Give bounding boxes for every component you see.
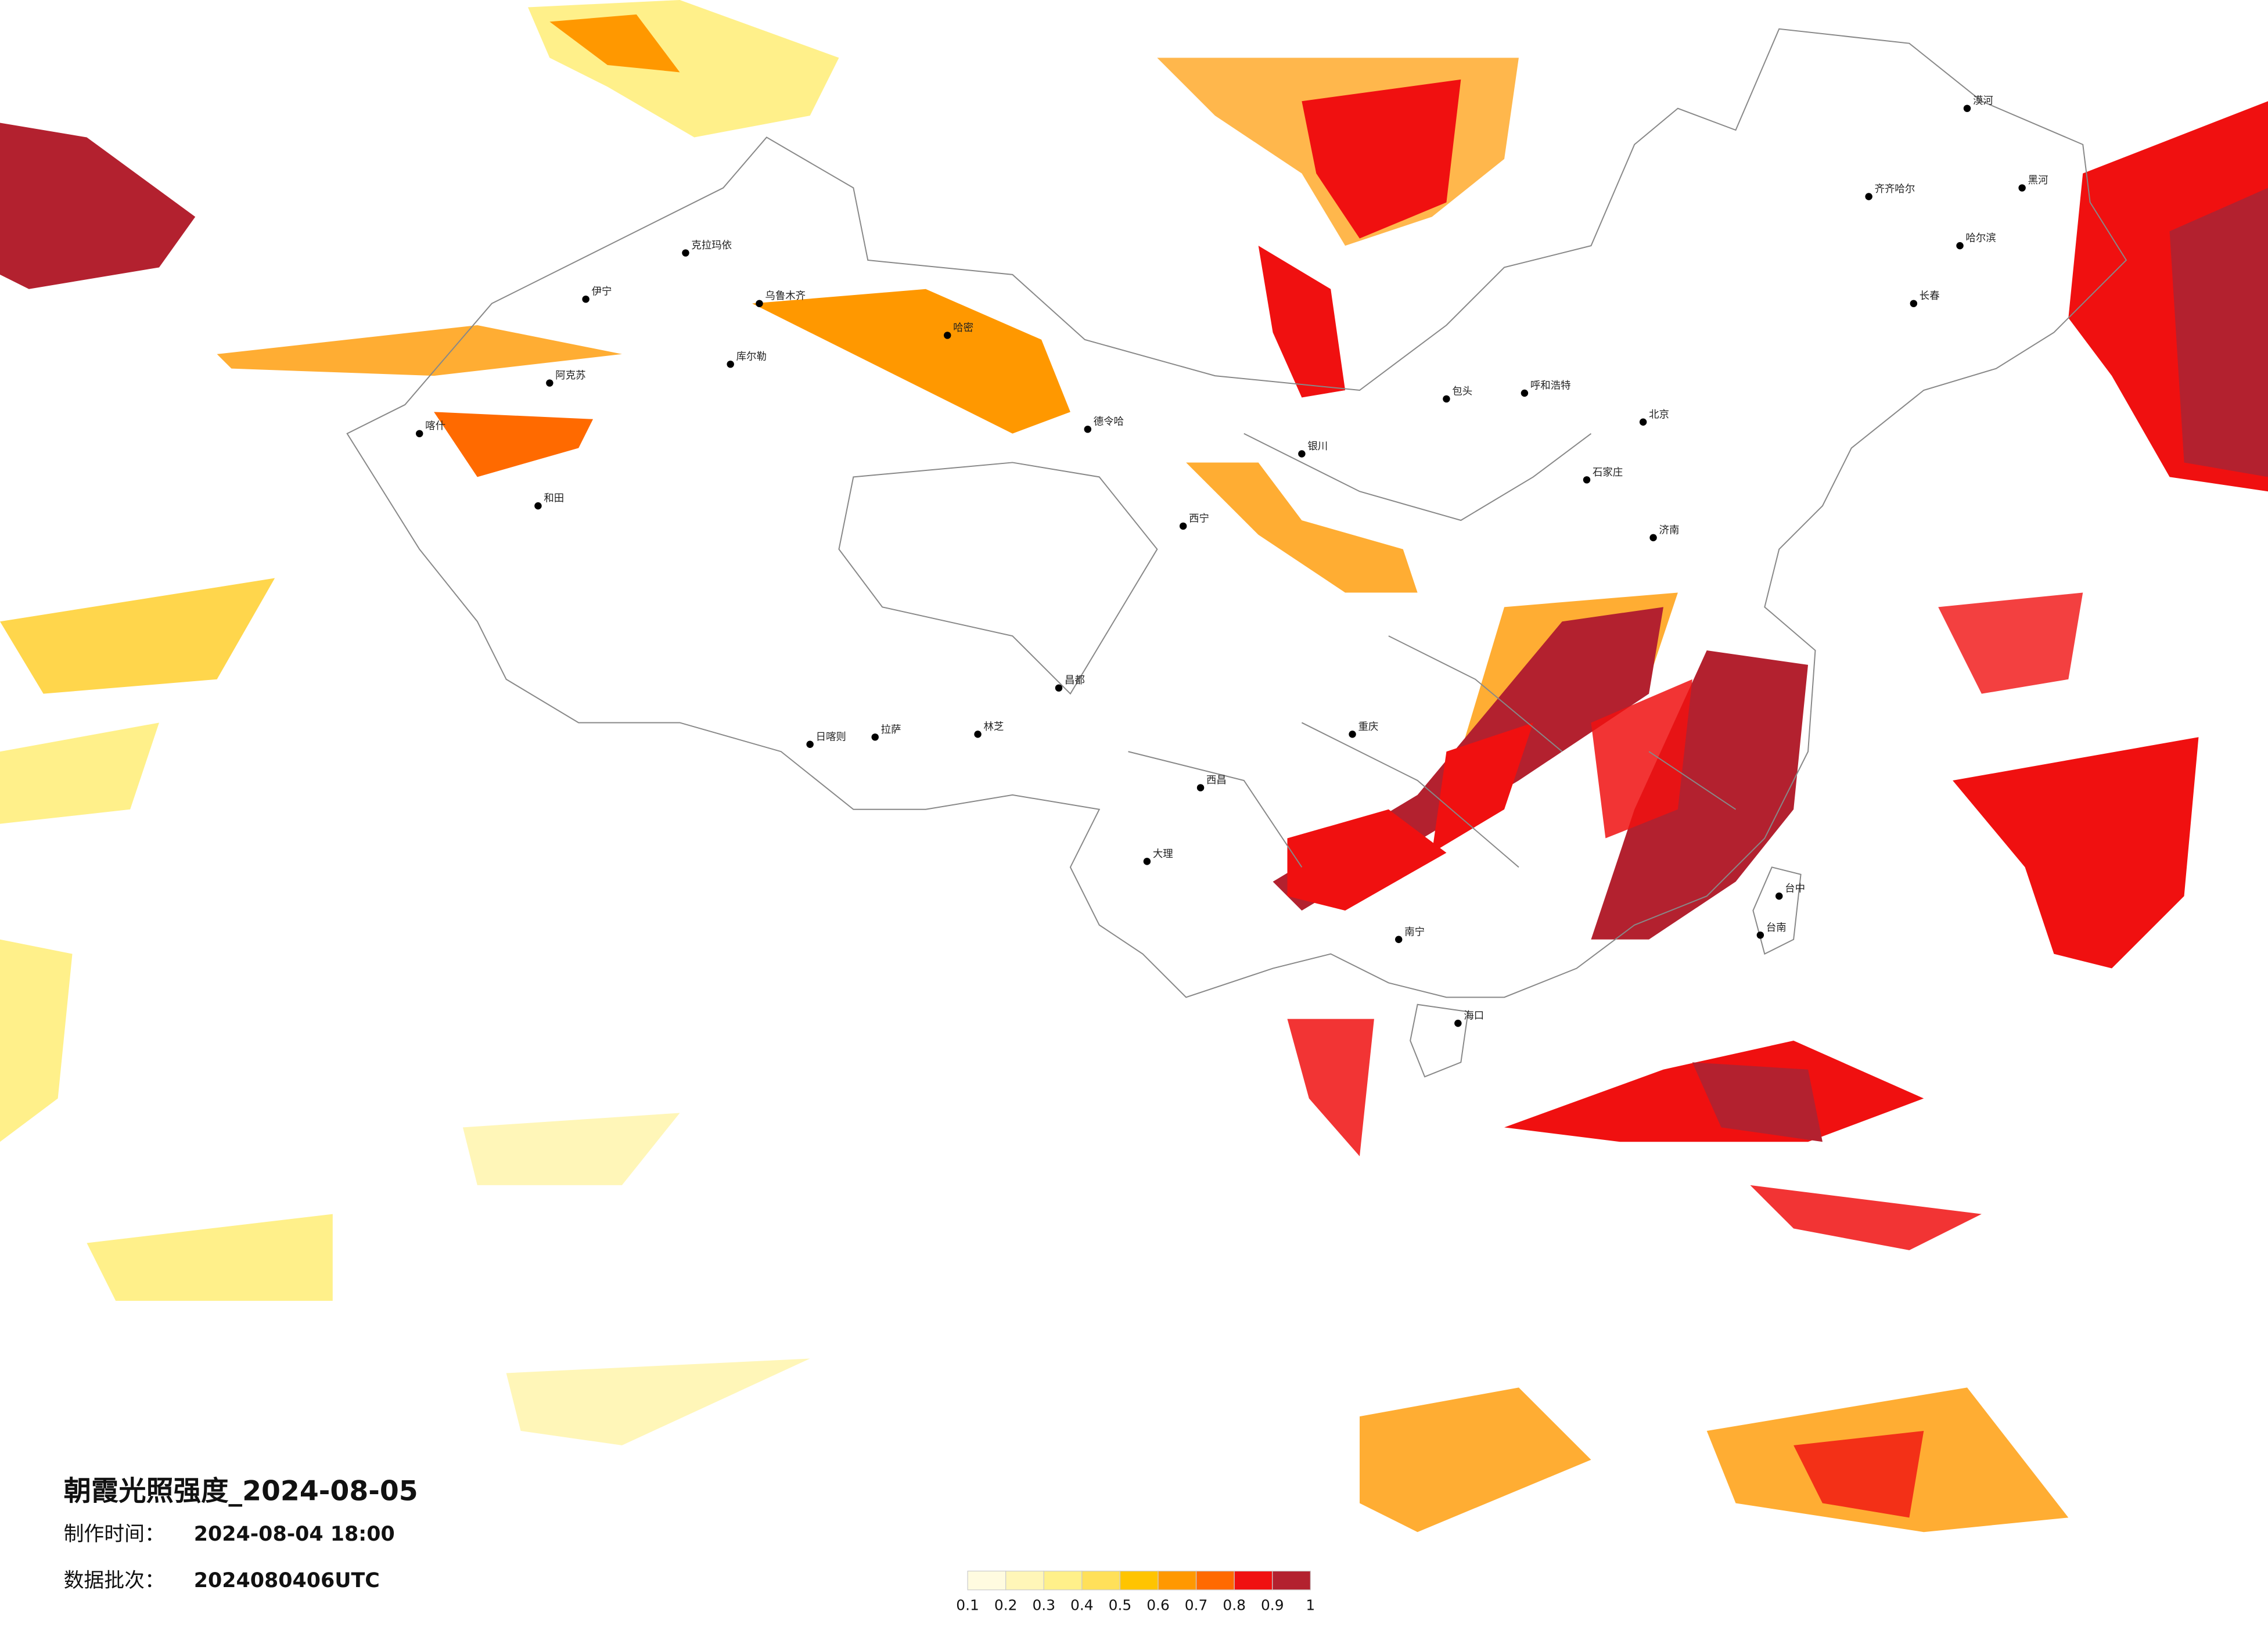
city-label: 台南	[1766, 922, 1787, 934]
city-dot	[1775, 892, 1783, 900]
legend-tick-label: 0.4	[1070, 1597, 1094, 1614]
city-dot	[974, 731, 982, 738]
city-label: 拉萨	[881, 724, 901, 736]
made-value: 2024-08-04 18:00	[194, 1523, 395, 1546]
city-label: 昌都	[1065, 675, 1085, 686]
city-label: 克拉玛依	[691, 240, 732, 251]
legend-tick-label: 0.3	[1032, 1597, 1055, 1614]
city-label: 长春	[1920, 290, 1940, 302]
city-label: 齐齐哈尔	[1875, 184, 1915, 195]
city-dot	[1454, 1019, 1462, 1027]
city-dot	[1179, 522, 1187, 530]
title: 朝霞光照强度_2024-08-05	[64, 1475, 418, 1507]
city-dot	[1395, 936, 1403, 943]
made-label: 制作时间：	[64, 1523, 165, 1546]
legend-swatch	[1272, 1570, 1311, 1591]
intensity-field	[0, 0, 2268, 1533]
city-label: 包头	[1452, 386, 1472, 397]
city-label: 和田	[544, 493, 564, 505]
city-dot	[1583, 476, 1591, 484]
city-label: 北京	[1649, 409, 1669, 420]
city-dot	[534, 502, 542, 510]
legend-swatch	[1005, 1570, 1044, 1591]
city-dot	[1910, 300, 1918, 307]
legend-swatch	[1119, 1570, 1159, 1591]
city-dot	[682, 249, 689, 257]
city-dot	[727, 360, 734, 368]
city-label: 石家庄	[1593, 467, 1623, 479]
city-label: 大理	[1153, 848, 1173, 860]
city-dot	[1143, 858, 1151, 865]
city-dot	[1443, 395, 1450, 403]
city-label: 重庆	[1358, 721, 1379, 733]
city-dot	[1639, 418, 1647, 426]
city-label: 乌鲁木齐	[765, 290, 806, 302]
city-label: 伊宁	[592, 286, 612, 298]
legend-tick-label: 0.9	[1261, 1597, 1284, 1614]
city-label: 西宁	[1189, 513, 1209, 524]
city-label: 德令哈	[1094, 416, 1124, 428]
city-dot	[1298, 450, 1306, 458]
legend-swatch	[1195, 1570, 1235, 1591]
city-label: 呼和浩特	[1530, 380, 1571, 392]
city-label: 黑河	[2028, 175, 2048, 186]
batch-label: 数据批次：	[64, 1569, 165, 1592]
city-dot	[546, 379, 553, 387]
city-label: 银川	[1307, 441, 1328, 452]
city-label: 台中	[1785, 883, 1805, 895]
legend-tick-label: 0.1	[956, 1597, 979, 1614]
legend-tick-label: 0.5	[1109, 1597, 1132, 1614]
city-label: 济南	[1659, 524, 1680, 536]
city-label: 哈密	[953, 322, 973, 334]
city-label: 林芝	[983, 721, 1004, 733]
city-dot	[1349, 731, 1356, 738]
city-dot	[582, 295, 590, 303]
city-dot	[806, 740, 814, 748]
legend-tick-label: 0.7	[1185, 1597, 1208, 1614]
city-dot	[1055, 684, 1063, 692]
legend: 0.1 0.2 0.3 0.4 0.5 0.6 0.7 0.8 0.9 1	[956, 1570, 1315, 1614]
city-dot	[1756, 931, 1764, 939]
city-dot	[944, 332, 951, 339]
city-dot	[1196, 784, 1205, 792]
boundaries	[346, 28, 2127, 1078]
city-dot	[415, 430, 423, 437]
city-label: 阿克苏	[555, 370, 585, 382]
city-dot	[1963, 105, 1971, 112]
city-label: 南宁	[1404, 926, 1425, 938]
city-dot	[2018, 184, 2026, 192]
legend-swatch	[967, 1570, 1007, 1591]
legend-tick-label: 0.6	[1146, 1597, 1170, 1614]
legend-swatch	[1158, 1570, 1197, 1591]
city-dot	[1956, 242, 1964, 250]
city-label: 西昌	[1206, 775, 1227, 786]
legend-tick-label: 0.8	[1223, 1597, 1246, 1614]
batch-value: 2024080406UTC	[194, 1569, 380, 1592]
city-dot	[1649, 534, 1657, 542]
city-label: 喀什	[425, 420, 445, 432]
city-dot	[1084, 425, 1092, 433]
legend-tick-label: 1	[1306, 1597, 1315, 1614]
city-label: 库尔勒	[736, 351, 767, 363]
legend-swatch	[1081, 1570, 1121, 1591]
city-dot	[871, 733, 879, 741]
city-dot	[756, 300, 763, 307]
legend-swatch	[1043, 1570, 1083, 1591]
city-label: 哈尔滨	[1965, 233, 1996, 244]
legend-tick-label: 0.2	[994, 1597, 1018, 1614]
city-label: 海口	[1464, 1010, 1484, 1022]
legend-swatch	[1234, 1570, 1273, 1591]
city-label: 漠河	[1973, 95, 1993, 107]
city-label: 日喀则	[816, 731, 846, 743]
city-dot	[1521, 389, 1529, 397]
city-dot	[1865, 193, 1872, 200]
